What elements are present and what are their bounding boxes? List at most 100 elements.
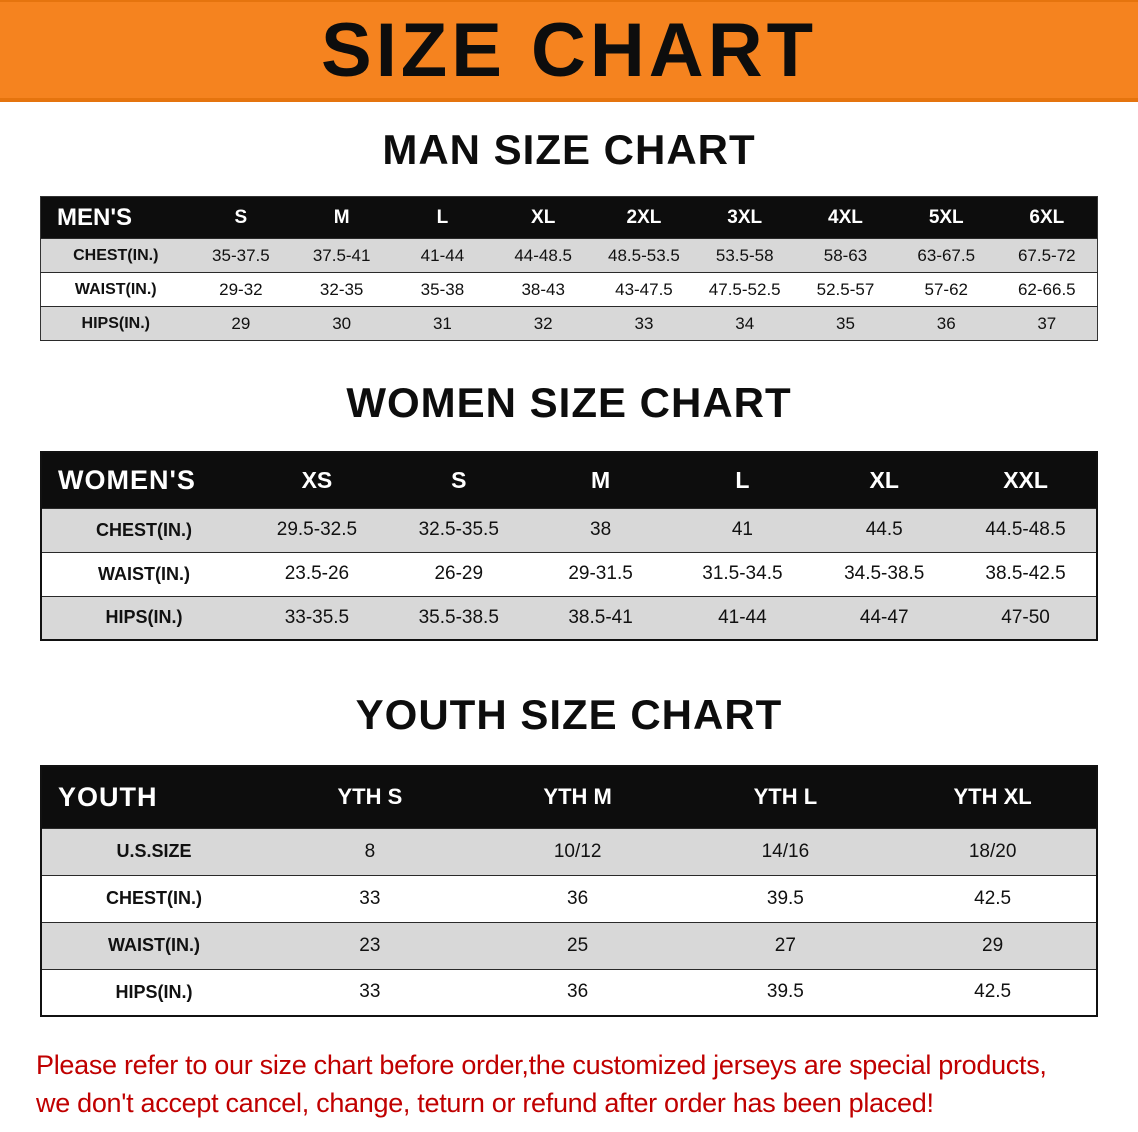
size-value: 18/20	[968, 840, 1017, 862]
size-value: 44-47	[859, 606, 909, 628]
youth-waist-row: WAIST(IN.) 23 25 27 29	[41, 922, 1097, 969]
men-column-header: L	[436, 206, 449, 228]
size-value: 29.5-32.5	[276, 519, 358, 540]
size-value: 25	[567, 934, 589, 956]
size-value: 36	[567, 887, 589, 909]
size-value: 32-35	[319, 279, 364, 299]
size-value: 42.5	[974, 981, 1012, 1003]
men-group-label: MEN'S	[57, 203, 133, 231]
size-value: 23.5-26	[284, 563, 350, 584]
size-value: 35-37.5	[212, 245, 270, 265]
women-column-header: L	[735, 466, 750, 493]
size-value: 52.5-57	[816, 279, 875, 299]
size-value: 33	[634, 313, 654, 333]
youth-header-row: YOUTH YTH S YTH M YTH L YTH XL	[41, 766, 1097, 828]
men-hips-row: HIPS(IN.) 29 30 31 32 33 34 35 36 37	[40, 306, 1098, 341]
youth-column-header: YTH L	[753, 784, 818, 810]
youth-section-heading: YOUTH SIZE CHART	[355, 691, 783, 738]
size-value: 35	[836, 313, 855, 333]
men-column-header: 2XL	[626, 206, 662, 228]
size-value: 14/16	[761, 840, 810, 862]
size-value: 29-32	[219, 279, 263, 299]
size-value: 10/12	[553, 840, 602, 862]
size-value: 32.5-35.5	[418, 519, 499, 540]
size-value: 23	[359, 934, 381, 956]
size-value: 38	[590, 519, 612, 540]
size-value: 34	[735, 313, 755, 333]
size-value: 44.5	[865, 519, 903, 540]
row-label: HIPS(IN.)	[81, 314, 150, 332]
size-value: 31	[432, 313, 452, 333]
men-column-header: 5XL	[928, 206, 964, 228]
size-value: 37	[1037, 313, 1057, 333]
size-value: 48.5-53.5	[608, 245, 680, 265]
row-label: WAIST(IN.)	[108, 935, 200, 955]
size-value: 34.5-38.5	[844, 563, 925, 584]
men-chest-row: CHEST(IN.) 35-37.5 37.5-41 41-44 44-48.5…	[40, 238, 1098, 273]
size-value: 41-44	[718, 606, 767, 628]
size-value: 39.5	[766, 981, 804, 1003]
size-value: 8	[364, 840, 376, 862]
row-label: U.S.SIZE	[116, 841, 192, 861]
women-waist-row: WAIST(IN.) 23.5-26 26-29 29-31.5 31.5-34…	[41, 552, 1097, 596]
row-label: CHEST(IN.)	[96, 519, 192, 540]
men-section-heading: MAN SIZE CHART	[382, 126, 756, 173]
size-value: 47.5-52.5	[708, 279, 781, 299]
women-hips-row: HIPS(IN.) 33-35.5 35.5-38.5 38.5-41 41-4…	[41, 596, 1097, 640]
women-header-row: WOMEN'S XS S M L XL XXL	[41, 452, 1097, 508]
row-label: WAIST(IN.)	[74, 280, 157, 298]
men-column-header: 3XL	[727, 206, 763, 228]
men-column-header: M	[333, 206, 350, 228]
size-value: 29	[982, 934, 1004, 956]
youth-column-header: YTH S	[337, 784, 403, 810]
youth-chest-row: CHEST(IN.) 33 36 39.5 42.5	[41, 875, 1097, 922]
row-label: CHEST(IN.)	[73, 246, 159, 264]
size-value: 35-38	[420, 279, 465, 299]
men-waist-row: WAIST(IN.) 29-32 32-35 35-38 38-43 43-47…	[40, 272, 1098, 307]
size-value: 39.5	[766, 887, 804, 909]
size-value: 42.5	[974, 887, 1012, 909]
men-column-header: S	[234, 206, 248, 228]
size-value: 37.5-41	[312, 245, 371, 265]
footer-notice: Please refer to our size chart before or…	[36, 1047, 1102, 1123]
size-value: 36	[936, 313, 956, 333]
notice-line-2: we don't accept cancel, change, teturn o…	[36, 1087, 934, 1118]
women-column-header: S	[451, 466, 467, 493]
youth-column-header: YTH M	[543, 784, 612, 810]
men-header-row: MEN'S S M L XL 2XL 3XL 4XL 5XL 6XL	[40, 196, 1098, 239]
women-group-label: WOMEN'S	[58, 464, 196, 495]
women-column-header: XXL	[1003, 466, 1048, 493]
youth-size-section: YOUTH SIZE CHART YOUTH YTH S YTH M YTH L…	[0, 691, 1138, 1017]
women-section-heading: WOMEN SIZE CHART	[346, 379, 792, 426]
size-value: 63-67.5	[917, 245, 976, 265]
size-value: 38.5-42.5	[985, 563, 1066, 584]
size-value: 53.5-58	[715, 245, 774, 265]
women-size-section: WOMEN SIZE CHART WOMEN'S XS S M L XL XXL	[0, 379, 1138, 641]
size-value: 33	[359, 981, 381, 1003]
row-label: HIPS(IN.)	[115, 981, 193, 1002]
women-column-header: XS	[301, 466, 333, 493]
size-value: 47-50	[1001, 606, 1050, 628]
size-value: 29-31.5	[568, 563, 633, 584]
size-value: 35.5-38.5	[418, 606, 499, 628]
size-value: 33	[359, 887, 381, 909]
men-column-header: 6XL	[1029, 206, 1065, 228]
men-size-section: MAN SIZE CHART MEN'S S M L XL 2XL 3XL 4X…	[0, 126, 1138, 341]
women-column-header: M	[590, 466, 611, 493]
size-value: 62-66.5	[1017, 279, 1076, 299]
size-value: 31.5-34.5	[702, 563, 783, 584]
size-value: 41	[731, 519, 753, 540]
youth-ussize-row: U.S.SIZE 8 10/12 14/16 18/20	[41, 828, 1097, 875]
size-value: 43-47.5	[615, 279, 673, 299]
youth-group-label: YOUTH	[58, 781, 158, 812]
page-title: SIZE CHART	[321, 7, 817, 93]
youth-size-table: YOUTH YTH S YTH M YTH L YTH XL U.S.SIZE …	[40, 765, 1098, 1017]
size-value: 30	[332, 313, 352, 333]
women-size-table: WOMEN'S XS S M L XL XXL CHEST(IN.) 29.5-…	[40, 451, 1098, 641]
women-chest-row: CHEST(IN.) 29.5-32.5 32.5-35.5 38 41 44.…	[41, 508, 1097, 552]
title-banner: SIZE CHART	[0, 0, 1138, 102]
size-value: 26-29	[434, 563, 484, 584]
size-value: 38.5-41	[568, 606, 633, 628]
size-value: 38-43	[521, 279, 565, 299]
